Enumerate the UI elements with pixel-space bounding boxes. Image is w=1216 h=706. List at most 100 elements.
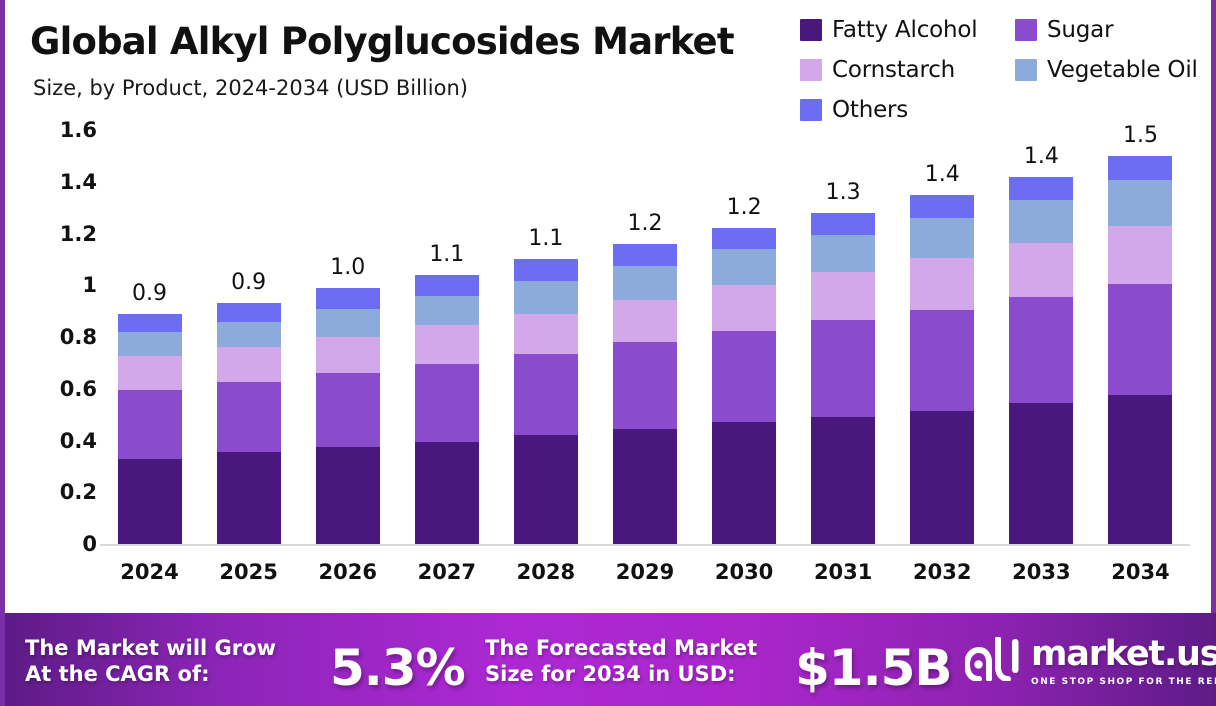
legend-item-label: Others: [832, 97, 909, 123]
bar-segment-others[interactable]: [1009, 176, 1074, 200]
bar-segment-others[interactable]: [216, 303, 281, 322]
bar-segment-cornstarch[interactable]: [1108, 225, 1173, 284]
x-axis-label-2029: 2029: [615, 560, 675, 584]
bar-group-2033[interactable]: 1.4: [1009, 144, 1074, 544]
bar-value-label: 1.2: [726, 195, 762, 221]
bar-segment-fatty-alcohol[interactable]: [613, 428, 677, 544]
bar-segment-sugar[interactable]: [414, 364, 479, 442]
bar-segment-cornstarch[interactable]: [117, 356, 182, 391]
bar-segment-others[interactable]: [712, 228, 777, 250]
forecast-size-value: $1.5B: [795, 639, 952, 697]
bar-segment-fatty-alcohol[interactable]: [216, 452, 281, 544]
footer-banner: The Market will Grow At the CAGR of: 5.3…: [5, 613, 1216, 706]
bar-segment-others[interactable]: [910, 194, 975, 218]
x-axis-label-2024: 2024: [120, 560, 179, 584]
bar-segment-vegetable-oil[interactable]: [315, 308, 380, 338]
bar-segment-sugar[interactable]: [613, 342, 677, 429]
bar-group-2024[interactable]: 0.9: [117, 281, 182, 544]
legend-item-fatty-alcohol[interactable]: Fatty Alcohol: [800, 10, 1015, 50]
bar-segment-sugar[interactable]: [1108, 283, 1173, 396]
logo-tagline: ONE STOP SHOP FOR THE REPORTS: [1031, 677, 1216, 687]
bar-segment-fatty-alcohol[interactable]: [910, 410, 975, 544]
legend-swatch-vegetable-oil: [1015, 59, 1037, 81]
bar-segment-fatty-alcohol[interactable]: [513, 435, 578, 544]
forecast-size-caption: The Forecasted Market Size for 2034 in U…: [485, 635, 795, 688]
cagr-value: 5.3%: [330, 639, 466, 697]
bar-segment-vegetable-oil[interactable]: [414, 295, 479, 326]
bar-segment-vegetable-oil[interactable]: [712, 249, 777, 286]
bar-segment-sugar[interactable]: [315, 373, 380, 447]
bar-segment-vegetable-oil[interactable]: [117, 331, 182, 357]
bar-segment-cornstarch[interactable]: [216, 347, 281, 383]
bar-segment-cornstarch[interactable]: [414, 325, 479, 365]
bar-segment-others[interactable]: [811, 212, 876, 235]
bar-segment-fatty-alcohol[interactable]: [414, 441, 479, 544]
bar-group-2029[interactable]: 1.2: [613, 211, 677, 544]
bar-segment-sugar[interactable]: [1009, 296, 1074, 403]
bar-segment-fatty-alcohol[interactable]: [1108, 395, 1173, 544]
forecast-size-caption-line1: The Forecasted Market: [485, 636, 758, 660]
legend-item-label: Fatty Alcohol: [832, 17, 978, 43]
bar-group-2025[interactable]: 0.9: [216, 270, 281, 544]
bar-segment-fatty-alcohol[interactable]: [315, 446, 380, 544]
chart-legend: Fatty Alcohol Sugar Cornstarch Vegetable Oi…: [800, 10, 1210, 130]
bar-group-2026[interactable]: 1.0: [315, 255, 380, 544]
bar-segment-fatty-alcohol[interactable]: [811, 417, 876, 544]
bar-segment-cornstarch[interactable]: [513, 313, 578, 354]
x-axis-label-2030: 2030: [714, 560, 774, 584]
bar-segment-cornstarch[interactable]: [910, 258, 975, 310]
bar-segment-sugar[interactable]: [216, 382, 281, 453]
legend-swatch-sugar: [1015, 19, 1037, 41]
bar-group-2028[interactable]: 1.1: [513, 226, 578, 544]
bar-group-2032[interactable]: 1.4: [910, 162, 975, 544]
bar-value-label: 1.3: [825, 179, 861, 205]
bar-group-2034[interactable]: 1.5: [1108, 123, 1173, 544]
bar-group-2031[interactable]: 1.3: [811, 180, 876, 544]
bar-segment-vegetable-oil[interactable]: [910, 218, 975, 259]
bar-segment-fatty-alcohol[interactable]: [712, 422, 777, 544]
bar-segment-fatty-alcohol[interactable]: [1009, 402, 1074, 544]
bar-segment-others[interactable]: [513, 259, 578, 282]
y-axis-tick-label: 1.2: [59, 221, 97, 246]
bar-segment-cornstarch[interactable]: [712, 285, 777, 331]
cagr-caption: The Market will Grow At the CAGR of:: [25, 635, 325, 688]
bar-group-2030[interactable]: 1.2: [712, 195, 777, 544]
bar-segment-cornstarch[interactable]: [315, 337, 380, 374]
cagr-caption-line1: The Market will Grow: [25, 636, 276, 660]
legend-item-vegetable-oil[interactable]: Vegetable Oil: [1015, 50, 1210, 90]
bar-segment-vegetable-oil[interactable]: [613, 265, 677, 300]
bar-segment-vegetable-oil[interactable]: [513, 281, 578, 314]
chart-plot-area: 0 0.2 0.4 0.6 0.8 1 1.2 1.4 1.6 0.9 2024 0.9 2025 1.…: [5, 0, 1216, 606]
bar-segment-cornstarch[interactable]: [811, 272, 876, 321]
bar-segment-others[interactable]: [117, 313, 182, 332]
legend-item-others[interactable]: Others: [800, 90, 1015, 130]
legend-item-sugar[interactable]: Sugar: [1015, 10, 1210, 50]
legend-item-cornstarch[interactable]: Cornstarch: [800, 50, 1015, 90]
bar-segment-cornstarch[interactable]: [613, 299, 677, 343]
bar-segment-sugar[interactable]: [811, 320, 876, 418]
legend-swatch-others: [800, 99, 822, 121]
bar-segment-fatty-alcohol[interactable]: [117, 458, 182, 544]
market-us-logo-text: market.us ONE STOP SHOP FOR THE REPORTS: [1031, 637, 1216, 688]
bar-segment-vegetable-oil[interactable]: [216, 321, 281, 348]
market-us-logo[interactable]: market.us ONE STOP SHOP FOR THE REPORTS: [965, 637, 1216, 687]
bar-segment-sugar[interactable]: [712, 330, 777, 423]
bar-segment-vegetable-oil[interactable]: [1108, 180, 1173, 226]
x-axis-label-2034: 2034: [1111, 560, 1170, 584]
bar-segment-others[interactable]: [613, 243, 677, 266]
y-axis-tick-label: 0.4: [59, 428, 97, 453]
bar-series-container: 0.9 2024 0.9 2025 1.0 2026 1.1 2027 1.1 2028 1.2 20…: [100, 0, 1190, 606]
bar-segment-sugar[interactable]: [910, 309, 975, 411]
bar-segment-sugar[interactable]: [117, 390, 182, 459]
bar-segment-sugar[interactable]: [513, 353, 578, 436]
bar-segment-cornstarch[interactable]: [1009, 242, 1074, 297]
bar-segment-vegetable-oil[interactable]: [811, 234, 876, 273]
bar-segment-others[interactable]: [315, 287, 380, 309]
chart-subtitle: Size, by Product, 2024-2034 (USD Billion…: [33, 76, 468, 100]
y-axis-tick-label: 1: [82, 273, 97, 298]
bar-segment-others[interactable]: [1108, 155, 1173, 181]
bar-segment-vegetable-oil[interactable]: [1009, 199, 1074, 243]
bar-group-2027[interactable]: 1.1: [414, 242, 479, 544]
bar-segment-others[interactable]: [414, 274, 479, 296]
